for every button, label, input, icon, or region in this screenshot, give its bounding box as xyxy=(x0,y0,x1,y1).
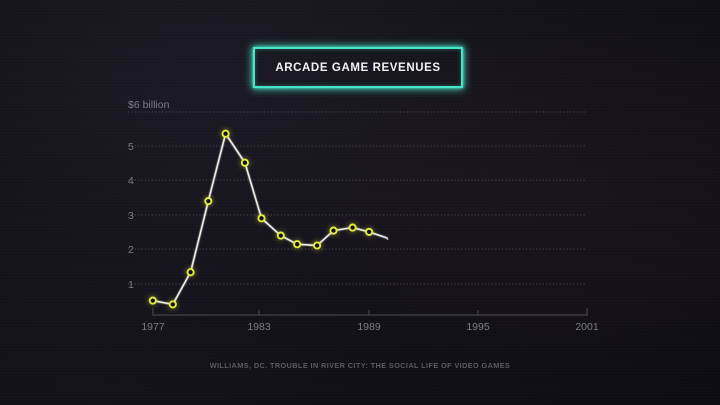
svg-text:1983: 1983 xyxy=(247,321,271,333)
svg-text:1995: 1995 xyxy=(466,321,490,333)
svg-text:5: 5 xyxy=(128,141,134,153)
svg-text:4: 4 xyxy=(128,175,134,187)
svg-text:3: 3 xyxy=(128,210,134,222)
svg-text:1977: 1977 xyxy=(141,321,165,333)
svg-text:1989: 1989 xyxy=(357,321,381,333)
svg-text:$6 billion: $6 billion xyxy=(128,99,170,111)
svg-text:1: 1 xyxy=(128,279,134,291)
svg-text:2: 2 xyxy=(128,244,134,256)
svg-text:2001: 2001 xyxy=(575,321,599,333)
